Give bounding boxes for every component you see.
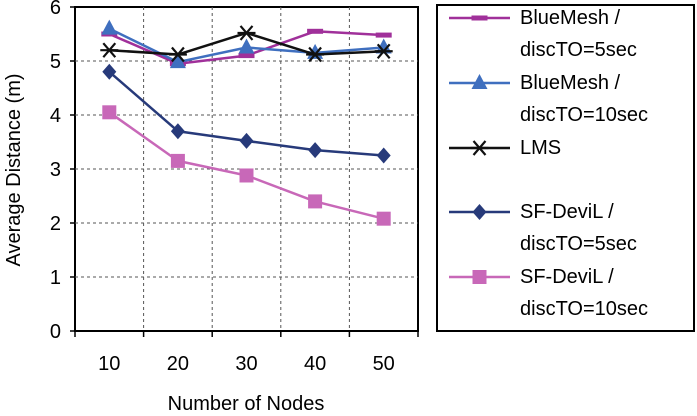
diamond-marker	[170, 123, 185, 140]
diamond-marker	[102, 63, 117, 80]
y-tick-label: 0	[50, 321, 61, 343]
y-tick-label: 1	[50, 267, 61, 289]
x-axis: 10 20 30 40 50	[74, 331, 419, 375]
asterisk-stroke	[102, 42, 117, 58]
triangle-marker	[375, 38, 392, 54]
legend-label: discTO=5sec	[520, 233, 637, 255]
series-5	[102, 105, 391, 226]
square-marker	[308, 194, 323, 209]
triangle-marker	[471, 74, 488, 89]
triangle-marker	[101, 19, 118, 35]
diamond-marker	[472, 204, 487, 220]
asterisk-stroke	[308, 46, 322, 63]
legend-label: discTO=10sec	[520, 104, 648, 126]
dash-marker	[238, 53, 255, 59]
series-3	[100, 25, 393, 63]
diamond-marker	[239, 132, 254, 149]
x-tick-label: 20	[167, 353, 189, 375]
x-tick-label: 10	[98, 353, 120, 375]
series-group	[100, 19, 393, 226]
asterisk-marker	[374, 43, 393, 59]
y-tick-label: 5	[50, 51, 61, 73]
x-axis-title: Number of Nodes	[168, 393, 325, 415]
square-marker	[376, 211, 391, 226]
legend-label: BlueMesh /	[520, 72, 620, 94]
y-axis-title: Average Distance (m)	[3, 73, 25, 266]
asterisk-marker	[470, 140, 489, 156]
legend-item-1: BlueMesh / discTO=5sec	[449, 7, 637, 61]
legend-item-4: SF-DeviL / discTO=5sec	[449, 201, 637, 255]
asterisk-marker	[100, 42, 119, 58]
x-tick-label: 50	[373, 353, 395, 375]
x-tick-label: 40	[304, 353, 326, 375]
asterisk-marker	[306, 46, 325, 63]
asterisk-marker	[168, 46, 187, 63]
asterisk-stroke	[239, 25, 254, 41]
y-tick-label: 3	[50, 159, 61, 181]
square-marker	[472, 270, 487, 284]
asterisk-stroke	[472, 140, 487, 156]
square-marker	[239, 168, 254, 183]
y-axis: 0 1 2 3 4 5 6	[50, 0, 75, 343]
square-marker	[170, 153, 185, 168]
square-marker	[102, 105, 117, 120]
triangle-marker	[169, 53, 186, 69]
asterisk-marker	[237, 25, 256, 41]
legend-item-2: BlueMesh / discTO=10sec	[449, 72, 648, 126]
series-4	[102, 63, 391, 164]
triangle-marker	[238, 38, 255, 54]
legend-label: BlueMesh /	[520, 7, 620, 29]
diamond-marker	[376, 147, 391, 164]
diamond-marker	[308, 142, 323, 159]
legend: BlueMesh / discTO=5sec BlueMesh / discTO=10…	[436, 4, 695, 332]
y-tick-label: 4	[50, 105, 61, 127]
asterisk-stroke	[376, 43, 391, 59]
legend-label: SF-DeviL /	[520, 201, 614, 223]
legend-label: LMS	[520, 137, 561, 159]
legend-label: discTO=10sec	[520, 298, 648, 320]
y-tick-label: 6	[50, 0, 61, 19]
legend-label: SF-DeviL /	[520, 266, 614, 288]
legend-item-5: SF-DeviL / discTO=10sec	[449, 266, 648, 320]
dash-marker	[471, 15, 488, 21]
legend-label: discTO=5sec	[520, 39, 637, 61]
dash-marker	[375, 32, 392, 38]
legend-item-3: LMS	[449, 137, 561, 159]
y-tick-label: 2	[50, 213, 61, 235]
dash-marker	[307, 28, 324, 34]
x-tick-label: 30	[235, 353, 257, 375]
plot-area: 0 1 2 3 4 5 6 10 20 30 40 50	[50, 0, 419, 375]
asterisk-stroke	[171, 46, 185, 63]
